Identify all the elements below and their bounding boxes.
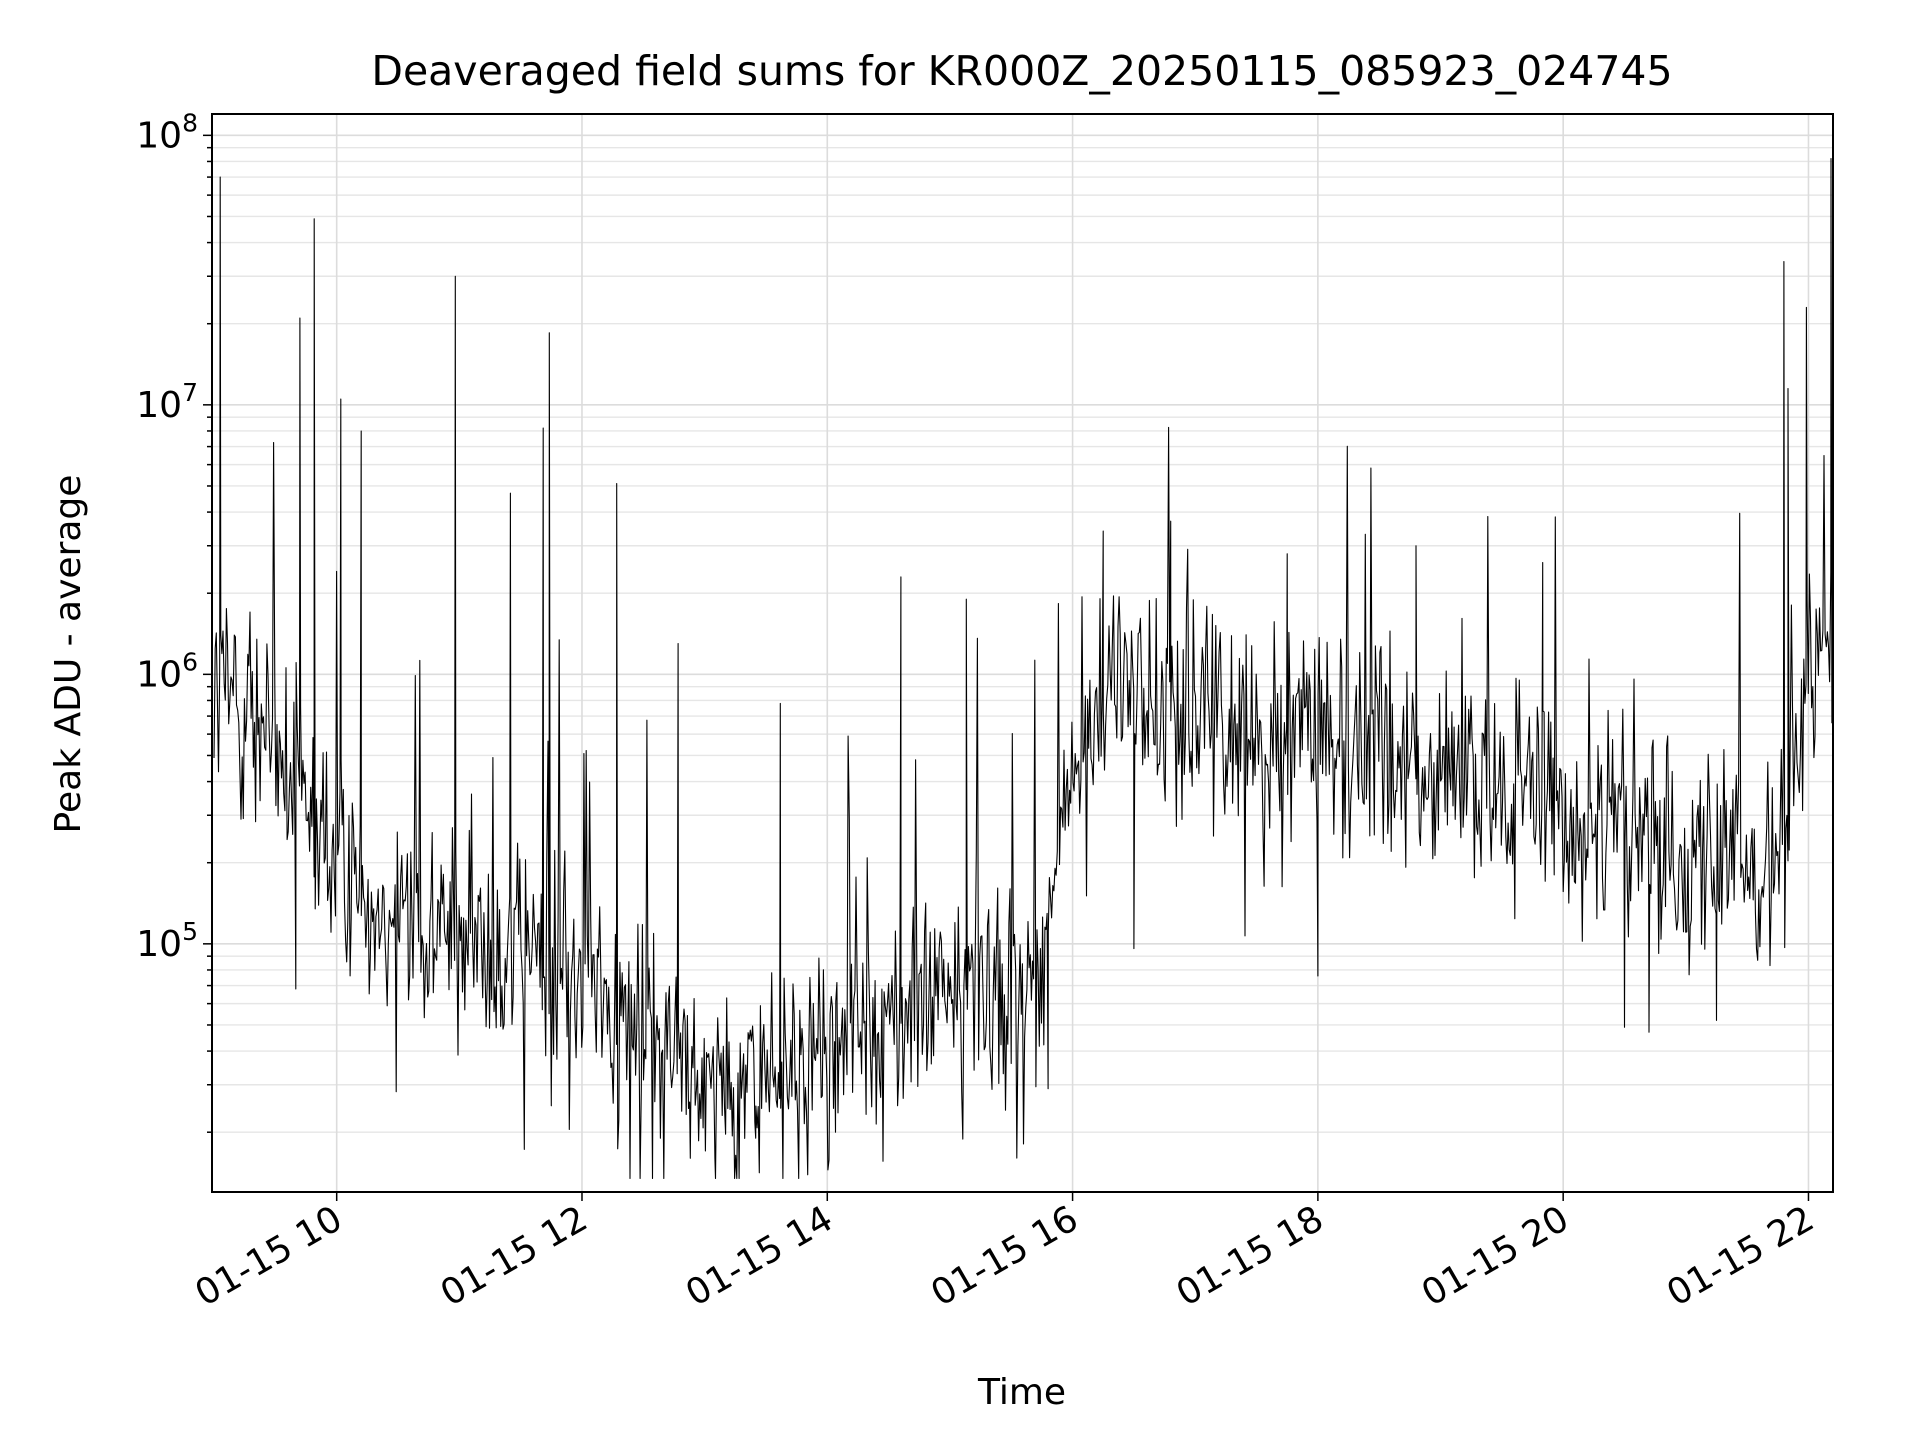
axes-frame <box>211 113 1834 1193</box>
y-axis: 105 106 107 108 <box>136 108 212 1133</box>
x-tick-label: 01-15 18 <box>1170 1198 1331 1314</box>
y-tick-label: 107 <box>136 378 198 426</box>
x-tick-label: 01-15 14 <box>679 1198 840 1314</box>
x-axis-label: Time <box>977 1372 1066 1413</box>
x-tick-label: 01-15 12 <box>434 1198 595 1314</box>
x-axis: 01-15 10 01-15 12 01-15 14 01-15 16 01-15 18… <box>189 1192 1821 1315</box>
x-tick-label: 01-15 20 <box>1415 1198 1576 1314</box>
x-tick-label: 01-15 22 <box>1660 1198 1821 1314</box>
chart-title: Deaveraged field sums for KR000Z_2025011… <box>371 47 1672 95</box>
plot-area <box>213 158 1833 1180</box>
x-tick-label: 01-15 16 <box>924 1198 1085 1314</box>
y-tick-label: 105 <box>136 917 198 965</box>
y-axis-label: Peak ADU - average <box>48 475 89 834</box>
x-tick-label: 01-15 10 <box>189 1198 350 1314</box>
series-line <box>213 158 1833 1180</box>
y-tick-label: 106 <box>136 647 198 695</box>
y-tick-label: 108 <box>136 108 198 156</box>
